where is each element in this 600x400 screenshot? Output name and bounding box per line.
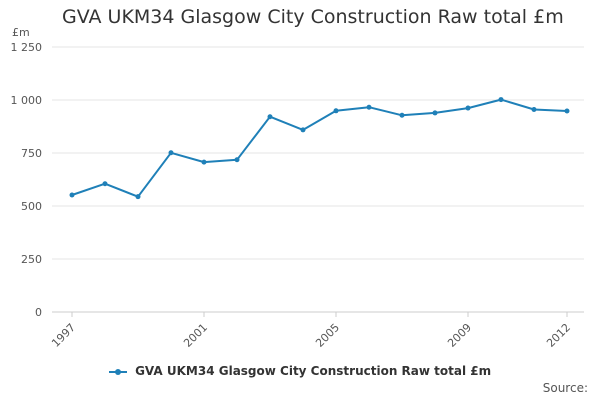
x-tick-label: 1997	[49, 321, 78, 350]
x-tick-label: 2009	[445, 321, 474, 350]
series-line	[71, 98, 568, 198]
data-point[interactable]	[531, 107, 537, 113]
y-tick-label: 500	[21, 200, 42, 213]
data-point[interactable]	[102, 181, 108, 187]
data-point[interactable]	[267, 114, 273, 120]
data-point[interactable]	[564, 108, 570, 114]
x-tick-label: 2012	[544, 321, 573, 350]
data-point[interactable]	[69, 192, 75, 198]
data-point[interactable]	[366, 104, 372, 110]
data-point[interactable]	[135, 194, 141, 200]
x-tick-label: 2005	[313, 321, 342, 350]
data-point[interactable]	[399, 112, 405, 118]
source-label: Source:	[542, 381, 588, 395]
data-point[interactable]	[168, 150, 174, 156]
y-tick-label: 1 250	[11, 41, 43, 54]
series-layer	[69, 97, 570, 200]
data-point[interactable]	[465, 105, 471, 111]
data-point[interactable]	[234, 157, 240, 163]
data-point[interactable]	[432, 110, 438, 116]
x-tick-label: 2001	[181, 321, 210, 350]
y-tick-label: 0	[35, 306, 42, 319]
data-point[interactable]	[333, 108, 339, 114]
legend-dot-swatch	[114, 368, 121, 375]
y-tick-label: 1 000	[11, 94, 43, 107]
y-tick-label: 750	[21, 147, 42, 160]
data-point[interactable]	[201, 159, 207, 165]
y-tick-label: 250	[21, 253, 42, 266]
legend-label: GVA UKM34 Glasgow City Construction Raw …	[135, 364, 492, 378]
data-point[interactable]	[300, 127, 306, 133]
legend-line-marker-icon	[108, 367, 127, 377]
data-point[interactable]	[498, 97, 504, 103]
gridlines	[52, 46, 584, 313]
chart-title: GVA UKM34 Glasgow City Construction Raw …	[62, 6, 564, 28]
y-axis-unit-label: £m	[12, 26, 30, 39]
x-axis-ticks: 1997 2001 2005 2009 2012	[49, 312, 573, 350]
legend[interactable]: GVA UKM34 Glasgow City Construction Raw …	[0, 364, 600, 378]
y-axis-ticks: 0 250 500 750 1 000 1 250	[11, 41, 43, 319]
